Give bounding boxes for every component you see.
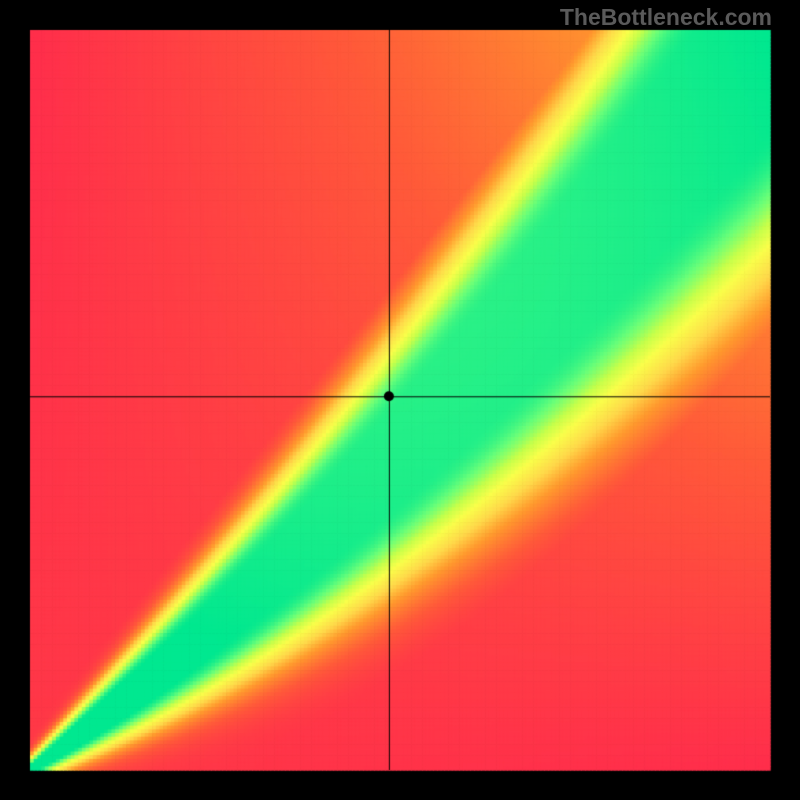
bottleneck-heatmap: [0, 0, 800, 800]
chart-container: TheBottleneck.com: [0, 0, 800, 800]
